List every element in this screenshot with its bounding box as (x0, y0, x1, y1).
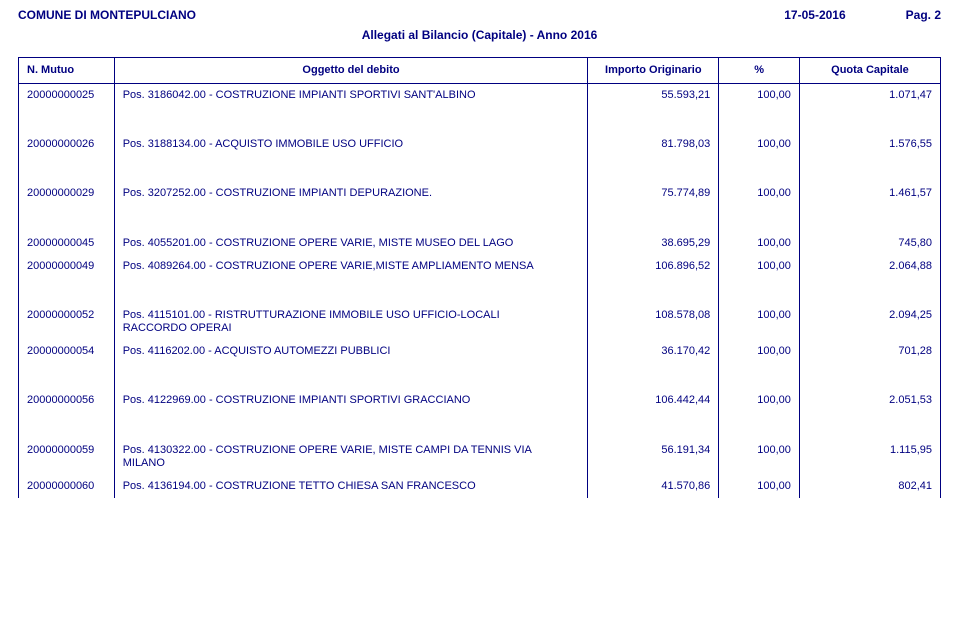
cell-oggetto: Pos. 3188134.00 - ACQUISTO IMMOBILE USO … (114, 133, 588, 156)
table-row: 20000000025Pos. 3186042.00 - COSTRUZIONE… (19, 83, 941, 107)
col-importo: Importo Originario (588, 57, 719, 83)
cell-oggetto-line2: MILANO (123, 457, 580, 470)
cell-id: 20000000060 (19, 475, 115, 498)
cell-importo: 81.798,03 (588, 133, 719, 156)
cell-quota: 701,28 (799, 340, 940, 363)
cell-oggetto: Pos. 4115101.00 - RISTRUTTURAZIONE IMMOB… (114, 304, 588, 340)
cell-oggetto-line2: RACCORDO OPERAI (123, 322, 580, 335)
table-row: 20000000029Pos. 3207252.00 - COSTRUZIONE… (19, 182, 941, 205)
cell-importo: 106.896,52 (588, 255, 719, 278)
cell-oggetto: Pos. 4130322.00 - COSTRUZIONE OPERE VARI… (114, 439, 588, 475)
row-gap (19, 278, 941, 304)
cell-perc: 100,00 (719, 389, 800, 412)
report-subtitle: Allegati al Bilancio (Capitale) - Anno 2… (18, 28, 941, 42)
cell-id: 20000000059 (19, 439, 115, 475)
cell-oggetto: Pos. 4136194.00 - COSTRUZIONE TETTO CHIE… (114, 475, 588, 498)
cell-importo: 106.442,44 (588, 389, 719, 412)
col-quota: Quota Capitale (799, 57, 940, 83)
cell-oggetto: Pos. 4089264.00 - COSTRUZIONE OPERE VARI… (114, 255, 588, 278)
col-perc: % (719, 57, 800, 83)
cell-quota: 1.576,55 (799, 133, 940, 156)
org-name: COMUNE DI MONTEPULCIANO (18, 8, 196, 22)
cell-quota: 802,41 (799, 475, 940, 498)
col-oggetto: Oggetto del debito (114, 57, 588, 83)
cell-importo: 108.578,08 (588, 304, 719, 340)
cell-importo: 56.191,34 (588, 439, 719, 475)
cell-id: 20000000052 (19, 304, 115, 340)
cell-oggetto: Pos. 4055201.00 - COSTRUZIONE OPERE VARI… (114, 232, 588, 255)
cell-oggetto: Pos. 3186042.00 - COSTRUZIONE IMPIANTI S… (114, 83, 588, 107)
page-number: Pag. 2 (906, 8, 941, 22)
table-row: 20000000059Pos. 4130322.00 - COSTRUZIONE… (19, 439, 941, 475)
row-gap (19, 156, 941, 182)
row-gap (19, 413, 941, 439)
cell-perc: 100,00 (719, 133, 800, 156)
report-date: 17-05-2016 (784, 8, 845, 22)
cell-quota: 2.051,53 (799, 389, 940, 412)
cell-id: 20000000029 (19, 182, 115, 205)
cell-oggetto: Pos. 4122969.00 - COSTRUZIONE IMPIANTI S… (114, 389, 588, 412)
table-row: 20000000045Pos. 4055201.00 - COSTRUZIONE… (19, 232, 941, 255)
table-row: 20000000060Pos. 4136194.00 - COSTRUZIONE… (19, 475, 941, 498)
cell-oggetto: Pos. 3207252.00 - COSTRUZIONE IMPIANTI D… (114, 182, 588, 205)
cell-importo: 75.774,89 (588, 182, 719, 205)
cell-perc: 100,00 (719, 439, 800, 475)
cell-importo: 55.593,21 (588, 83, 719, 107)
cell-id: 20000000049 (19, 255, 115, 278)
table-row: 20000000026Pos. 3188134.00 - ACQUISTO IM… (19, 133, 941, 156)
cell-quota: 1.071,47 (799, 83, 940, 107)
debits-table: N. Mutuo Oggetto del debito Importo Orig… (18, 57, 941, 498)
cell-quota: 1.461,57 (799, 182, 940, 205)
cell-perc: 100,00 (719, 182, 800, 205)
cell-id: 20000000054 (19, 340, 115, 363)
table-row: 20000000049Pos. 4089264.00 - COSTRUZIONE… (19, 255, 941, 278)
cell-quota: 745,80 (799, 232, 940, 255)
cell-id: 20000000056 (19, 389, 115, 412)
cell-perc: 100,00 (719, 340, 800, 363)
cell-perc: 100,00 (719, 232, 800, 255)
table-row: 20000000056Pos. 4122969.00 - COSTRUZIONE… (19, 389, 941, 412)
table-row: 20000000054Pos. 4116202.00 - ACQUISTO AU… (19, 340, 941, 363)
row-gap (19, 107, 941, 133)
col-id: N. Mutuo (19, 57, 115, 83)
cell-id: 20000000045 (19, 232, 115, 255)
row-gap (19, 206, 941, 232)
page-header: COMUNE DI MONTEPULCIANO 17-05-2016 Pag. … (18, 8, 941, 22)
cell-perc: 100,00 (719, 83, 800, 107)
table-row: 20000000052Pos. 4115101.00 - RISTRUTTURA… (19, 304, 941, 340)
table-header-row: N. Mutuo Oggetto del debito Importo Orig… (19, 57, 941, 83)
cell-oggetto: Pos. 4116202.00 - ACQUISTO AUTOMEZZI PUB… (114, 340, 588, 363)
cell-id: 20000000025 (19, 83, 115, 107)
cell-perc: 100,00 (719, 304, 800, 340)
cell-perc: 100,00 (719, 475, 800, 498)
cell-quota: 1.115,95 (799, 439, 940, 475)
cell-perc: 100,00 (719, 255, 800, 278)
cell-importo: 38.695,29 (588, 232, 719, 255)
cell-id: 20000000026 (19, 133, 115, 156)
row-gap (19, 363, 941, 389)
cell-quota: 2.064,88 (799, 255, 940, 278)
cell-importo: 41.570,86 (588, 475, 719, 498)
cell-quota: 2.094,25 (799, 304, 940, 340)
cell-importo: 36.170,42 (588, 340, 719, 363)
